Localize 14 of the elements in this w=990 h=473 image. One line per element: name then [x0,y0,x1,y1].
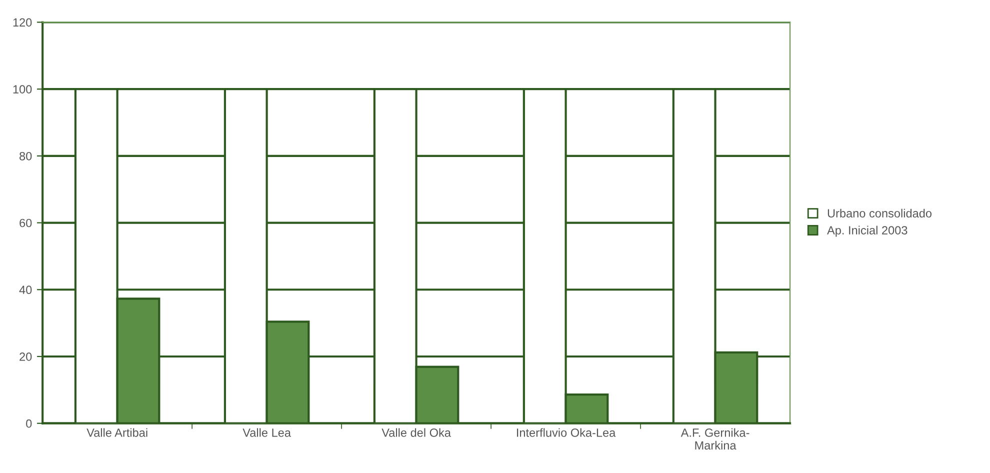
x-tick-label: Valle del Oka [382,428,451,437]
y-tick-label: 20 [20,352,32,361]
y-tick-label: 120 [13,18,32,27]
y-tick-label: 0 [26,419,32,428]
y-tick-label: 100 [13,85,32,94]
x-tick-label: Valle Lea [242,428,291,437]
x-tick-label: A.F. Gernika- Markina [680,428,750,450]
x-tick-label: Valle Artibai [86,428,148,437]
legend-label: Urbano consolidado [828,208,932,218]
x-tick-label: Interfluvio Oka-Lea [517,428,616,437]
y-tick-label: 60 [20,218,32,228]
y-tick-label: 40 [19,286,32,294]
legend-label: Ap. Inicial 2003 [827,226,908,237]
y-tick-label: 80 [20,152,32,160]
